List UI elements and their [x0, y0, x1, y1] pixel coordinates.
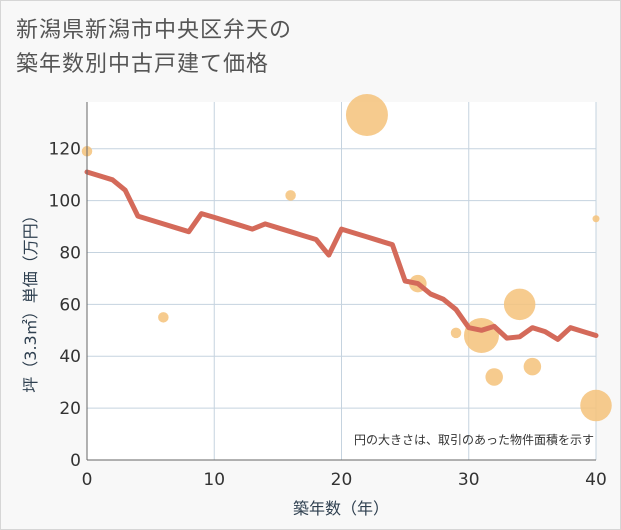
axes	[86, 102, 596, 461]
data-bubble	[503, 288, 536, 321]
chart-title-line-1: 新潟県新潟市中央区弁天の	[16, 18, 293, 43]
data-bubble	[592, 215, 600, 223]
y-tick-label: 80	[59, 243, 81, 263]
average-line-group	[84, 169, 599, 342]
data-bubble	[463, 317, 499, 353]
tick-labels: 0 10 20 30 40 0 20 40 60 80 100 120	[49, 140, 607, 490]
y-axis-label: 坪（3.3㎡）単価（万円）	[21, 207, 40, 392]
x-tick-label: 20	[331, 470, 353, 490]
x-tick-label: 0	[82, 470, 93, 490]
y-tick-label: 120	[49, 140, 81, 160]
x-axis-label: 築年数（年）	[293, 499, 389, 518]
data-bubble	[285, 190, 296, 201]
y-tick-label: 40	[59, 347, 81, 367]
data-bubble	[523, 357, 542, 376]
data-bubble	[450, 327, 462, 339]
data-bubble	[580, 389, 612, 422]
data-bubble	[158, 312, 169, 323]
chart-title-line-2: 築年数別中古戸建て価格	[16, 52, 270, 77]
chart-title: 新潟県新潟市中央区弁天の 築年数別中古戸建て価格	[16, 14, 292, 82]
y-tick-label: 20	[59, 399, 81, 419]
y-tick-label: 60	[59, 295, 81, 315]
size-note: 円の大きさは、取引のあった物件面積を示す	[354, 432, 594, 447]
y-tick-label: 0	[70, 451, 81, 471]
data-bubble	[485, 368, 503, 386]
average-price-line	[84, 169, 599, 342]
data-bubble	[345, 93, 388, 136]
x-tick-label: 30	[458, 470, 480, 490]
x-tick-label: 10	[203, 470, 225, 490]
y-tick-label: 100	[49, 192, 81, 212]
x-tick-label: 40	[585, 470, 607, 490]
